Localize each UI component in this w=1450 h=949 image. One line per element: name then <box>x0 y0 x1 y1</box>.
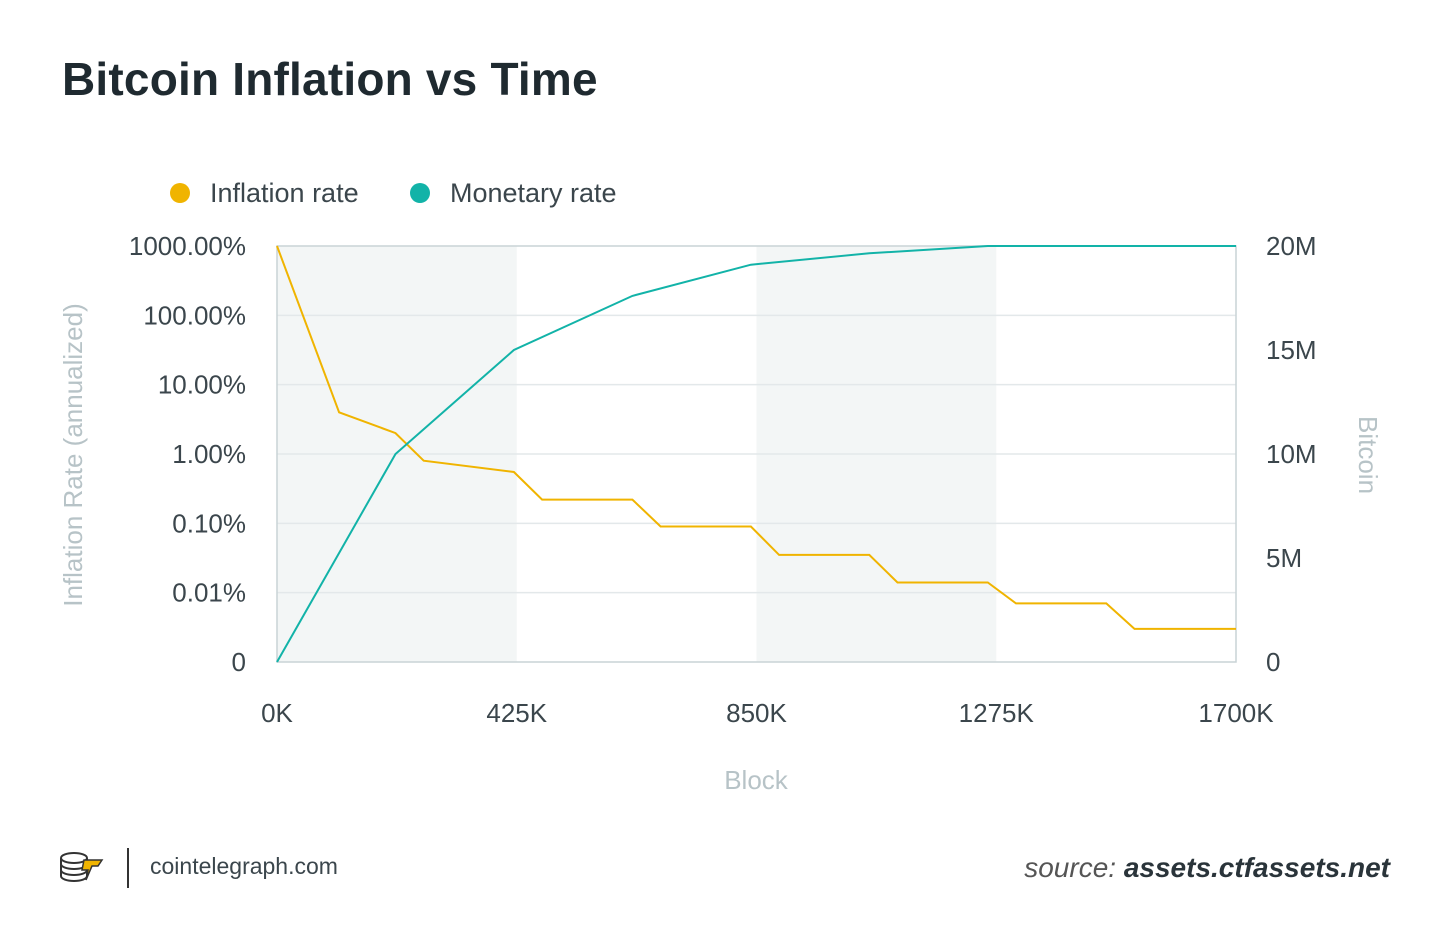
chart-title: Bitcoin Inflation vs Time <box>62 53 598 105</box>
plot-border <box>276 245 1237 663</box>
y-right-tick-label: 20M <box>1266 231 1317 261</box>
x-axis-label: Block <box>724 765 789 795</box>
tick-labels: 0K 425K 850K 1275K 1700K 0 0.01% 0.10% 1.00% 10.0… <box>129 231 1317 728</box>
x-tick-label: 850K <box>726 698 787 728</box>
legend-label-1: Inflation rate <box>210 178 359 208</box>
x-tick-label: 0K <box>261 698 293 728</box>
footer-separator <box>127 848 129 888</box>
footer-source: source: assets.ctfassets.net <box>1024 852 1390 884</box>
y-left-tick-label: 0 <box>232 647 246 677</box>
y-left-axis-label: Inflation Rate (annualized) <box>58 303 88 607</box>
legend-marker-2 <box>410 183 430 203</box>
footer-site: cointelegraph.com <box>150 853 338 879</box>
y-left-tick-label: 1000.00% <box>129 231 246 261</box>
legend: Inflation rate Monetary rate <box>170 178 617 208</box>
y-left-tick-label: 10.00% <box>158 370 246 400</box>
y-right-tick-label: 10M <box>1266 439 1317 469</box>
source-value: assets.ctfassets.net <box>1123 852 1390 883</box>
monetary-rate-line <box>276 245 1236 663</box>
y-right-tick-label: 5M <box>1266 543 1302 573</box>
y-left-tick-label: 100.00% <box>143 300 246 330</box>
legend-marker-1 <box>170 183 190 203</box>
plot-frame <box>276 245 1237 663</box>
x-tick-label: 1275K <box>959 698 1035 728</box>
y-left-tick-label: 1.00% <box>172 439 246 469</box>
y-right-tick-label: 0 <box>1266 647 1280 677</box>
source-label: source: <box>1024 852 1117 883</box>
inflation-rate-line <box>276 245 1236 630</box>
cointelegraph-logo-icon <box>58 848 108 893</box>
gridlines <box>277 314 1236 594</box>
series-lines <box>276 245 1236 663</box>
y-right-axis-label: Bitcoin <box>1353 416 1383 494</box>
y-right-tick-label: 15M <box>1266 335 1317 365</box>
y-left-tick-label: 0.01% <box>172 578 246 608</box>
legend-label-2: Monetary rate <box>450 178 617 208</box>
x-tick-label: 1700K <box>1198 698 1274 728</box>
y-left-tick-label: 0.10% <box>172 508 246 538</box>
x-tick-label: 425K <box>486 698 547 728</box>
